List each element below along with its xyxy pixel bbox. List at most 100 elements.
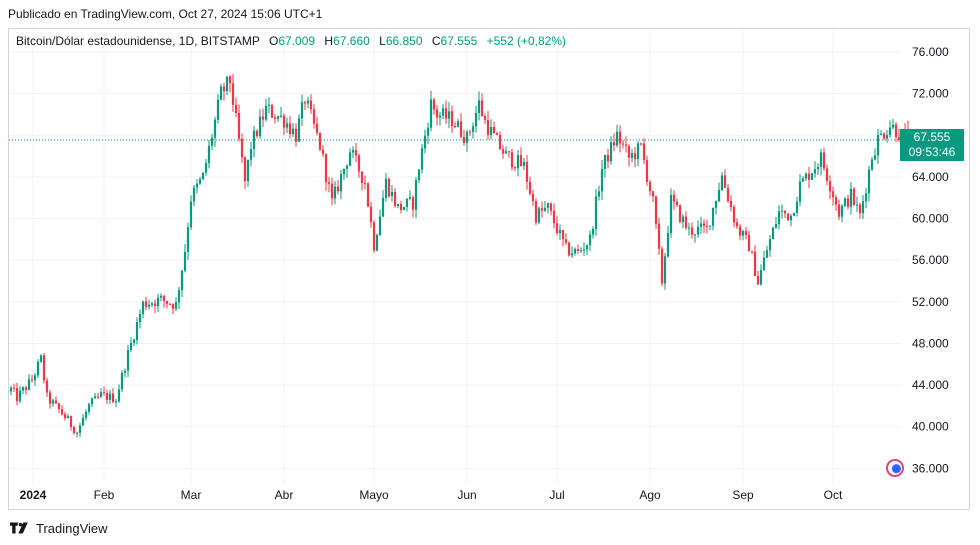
candle-body [264,105,268,120]
candle-body [177,290,181,303]
candle-body [873,155,877,160]
candle-body [495,133,499,136]
candle-body [879,133,883,136]
candle-body [360,171,364,183]
candle-body [792,212,796,216]
candle-body [324,154,328,183]
candle-body [225,76,229,92]
candle-body [438,115,442,118]
candle-body [18,390,22,402]
candle-body [888,127,892,136]
candle-body [747,234,751,252]
candle-body [678,205,682,223]
candle-body [642,143,646,161]
candle-body [144,301,148,307]
tradingview-logo-icon [10,522,28,534]
candle-body [540,208,544,211]
candle-body [516,155,520,169]
candle-body [198,179,202,184]
candle-body [480,100,484,117]
candle-body [666,233,670,257]
candle-body [66,416,70,419]
candle-body [249,149,253,160]
candle-body [696,226,700,235]
x-tick-label: Ago [639,488,661,502]
candle-body [342,168,346,175]
candle-body [768,239,772,251]
candle-body [45,380,49,393]
candle-body [603,154,607,169]
candle-body [444,108,448,119]
candle-body [48,392,52,404]
candle-body [183,251,187,271]
candle-body [798,181,802,202]
candle-body [576,249,580,252]
candle-body [663,256,667,284]
chart-frame[interactable] [8,28,970,510]
candle-body [204,163,208,173]
x-axis: 2024 Feb Mar Abr Mayo Jun Jul Ago Sep Oct [20,488,843,502]
globe-icon[interactable] [886,459,904,477]
candle-body [27,379,31,390]
candle-body [447,111,451,119]
candle-body [117,389,121,402]
candle-body [474,112,478,127]
x-tick-label: Feb [94,488,115,502]
candle-body [546,203,550,208]
candle-body [579,250,583,252]
candle-body [84,411,88,418]
candle-body [318,132,322,150]
footer-brand[interactable]: TradingView [10,518,108,538]
candle-body [858,204,862,214]
candle-body [189,201,193,228]
candle-body [258,116,262,137]
candle-body [147,304,151,307]
candle-body [594,196,598,229]
candle-body [519,155,523,167]
candle-body [690,227,694,235]
candle-body [81,417,85,426]
candle-body [237,112,241,139]
candle-body [102,392,106,394]
candle-body [60,409,64,415]
candle-body [270,105,274,118]
candles [9,73,913,438]
y-tick-label: 44.000 [912,378,949,392]
candle-body [375,234,379,251]
candle-body [777,211,781,224]
candle-body [465,131,469,143]
candle-body [672,194,676,202]
candle-body [90,398,94,405]
candle-body [402,207,406,210]
candle-body [429,99,433,128]
candle-body [750,251,754,253]
candle-body [588,234,592,246]
candle-body [330,183,334,199]
candle-body [210,137,214,146]
candle-body [894,124,898,138]
candle-body [51,400,55,404]
candle-body [336,186,340,192]
candle-body [153,303,157,307]
candle-body [267,105,271,107]
candle-body [234,104,238,113]
candle-body [114,401,118,403]
candle-body [279,115,283,117]
candle-body [99,392,103,397]
candle-body [753,251,757,276]
candle-body [651,191,655,197]
candle-body [675,201,679,206]
candle-body [846,198,850,207]
candle-body [789,215,793,221]
y-tick-label: 56.000 [912,253,949,267]
candle-body [744,231,748,235]
y-tick-label: 76.000 [912,45,949,59]
candle-body [255,130,259,137]
candle-body [30,379,34,381]
candle-body [831,191,835,198]
candle-body [363,182,367,184]
candle-body [384,178,388,198]
candle-body [453,126,457,128]
open-label: O [269,34,279,48]
